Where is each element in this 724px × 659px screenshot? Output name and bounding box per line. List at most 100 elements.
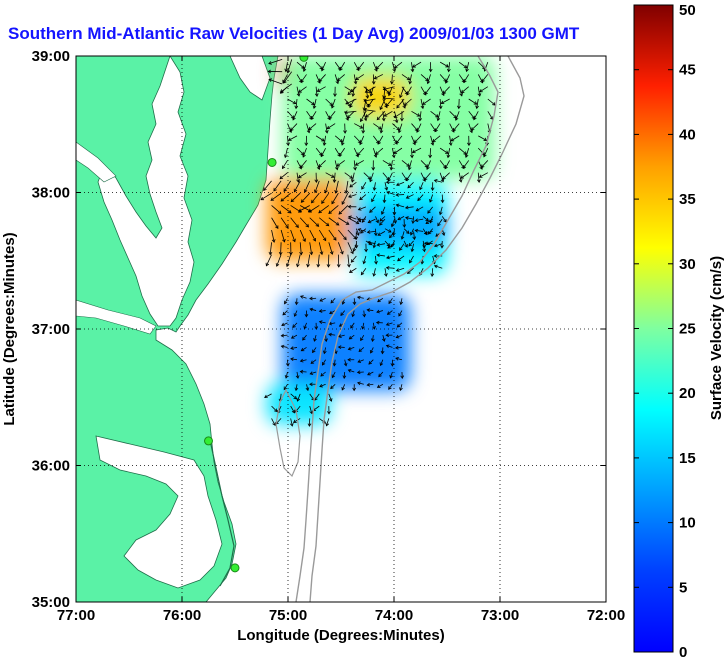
velocity-arrowhead: [368, 89, 372, 94]
velocity-arrowhead: [322, 362, 326, 366]
velocity-arrow: [468, 98, 477, 105]
velocity-arrowhead: [319, 383, 323, 388]
velocity-arrow: [325, 335, 327, 342]
velocity-arrow: [404, 98, 412, 106]
velocity-arrow: [447, 148, 451, 158]
velocity-arrowhead: [372, 187, 377, 191]
velocity-arrow: [367, 309, 374, 311]
velocity-arrow: [365, 86, 376, 93]
velocity-arrowhead: [366, 382, 371, 387]
velocity-arrowhead: [413, 139, 418, 144]
velocity-arrow: [369, 172, 374, 182]
velocity-arrowhead: [301, 65, 305, 69]
velocity-arrowhead: [318, 163, 322, 168]
velocity-arrowhead: [383, 113, 388, 117]
velocity-arrowhead: [477, 93, 482, 97]
colorbar-tick-label: 25: [679, 321, 696, 338]
velocity-arrow: [339, 61, 346, 71]
velocity-arrow: [308, 123, 317, 130]
velocity-arrowhead: [358, 348, 363, 353]
velocity-arrow: [331, 371, 336, 378]
velocity-arrow: [328, 242, 333, 255]
velocity-arrow: [373, 123, 382, 130]
velocity-arrowhead: [339, 138, 344, 143]
velocity-arrow: [318, 229, 327, 241]
velocity-arrow: [306, 123, 310, 133]
velocity-arrowhead: [433, 179, 438, 183]
velocity-arrow: [309, 393, 315, 401]
velocity-arrowhead: [418, 117, 423, 122]
velocity-arrow: [405, 172, 412, 181]
velocity-arrow: [280, 86, 288, 94]
velocity-arrow: [396, 181, 405, 186]
velocity-arrowhead: [343, 130, 347, 134]
velocity-arrow: [344, 172, 353, 179]
velocity-arrowhead: [322, 237, 327, 242]
velocity-arrow: [365, 110, 374, 118]
velocity-arrowhead: [277, 210, 282, 215]
velocity-arrowhead: [395, 140, 400, 145]
velocity-arrow: [372, 148, 377, 158]
velocity-arrow: [415, 229, 424, 232]
velocity-arrowhead: [295, 224, 299, 229]
velocity-arrowhead: [305, 387, 310, 392]
velocity-arrowhead: [302, 336, 306, 341]
velocity-arrow: [319, 310, 326, 312]
velocity-arrow: [419, 111, 422, 121]
velocity-arrowhead: [388, 300, 392, 305]
velocity-arrow: [363, 310, 365, 317]
velocity-arrow: [280, 242, 282, 255]
velocity-arrow: [375, 228, 377, 236]
velocity-arrow: [441, 216, 447, 223]
velocity-arrow: [373, 268, 376, 277]
velocity-arrow: [388, 86, 393, 96]
velocity-arrow: [411, 243, 415, 252]
velocity-arrowhead: [299, 358, 304, 363]
velocity-arrowhead: [333, 237, 337, 241]
velocity-arrow: [398, 310, 403, 317]
velocity-arrowhead: [381, 117, 386, 122]
velocity-arrow: [310, 359, 317, 364]
velocity-arrowhead: [350, 259, 355, 263]
velocity-arrowhead: [273, 187, 277, 192]
velocity-arrowhead: [325, 422, 330, 427]
velocity-arrowhead: [371, 81, 376, 85]
velocity-arrow: [295, 98, 298, 109]
velocity-arrow: [357, 359, 364, 363]
velocity-arrow: [326, 123, 336, 130]
velocity-arrow: [377, 243, 386, 246]
velocity-arrowhead: [377, 141, 381, 145]
velocity-arrowhead: [379, 362, 384, 367]
velocity-arrow: [300, 74, 307, 83]
velocity-arrow: [281, 334, 288, 337]
velocity-arrowhead: [312, 105, 317, 110]
velocity-arrow: [384, 268, 387, 277]
velocity-arrow: [360, 334, 365, 341]
velocity-arrowhead: [378, 373, 382, 378]
velocity-arrow: [477, 61, 486, 70]
velocity-arrow: [290, 358, 298, 361]
velocity-arrow: [394, 216, 396, 224]
radar-site-marker: [230, 563, 240, 573]
velocity-arrow: [268, 59, 283, 64]
velocity-arrowhead: [403, 102, 408, 106]
velocity-arrow: [353, 135, 362, 144]
velocity-arrow: [372, 74, 375, 84]
velocity-arrowhead: [402, 104, 407, 109]
velocity-arrowhead: [290, 357, 294, 362]
velocity-arrowhead: [386, 190, 391, 195]
velocity-arrowhead: [305, 223, 310, 228]
colorbar-tick-label: 30: [679, 256, 696, 273]
velocity-arrow: [367, 383, 374, 386]
velocity-arrow: [283, 180, 291, 192]
velocity-arrowhead: [351, 93, 356, 97]
velocity-arrow: [434, 243, 443, 247]
velocity-arrow: [477, 86, 481, 97]
velocity-arrow: [412, 216, 415, 224]
velocity-arrow: [282, 160, 288, 169]
velocity-arrowhead: [354, 236, 359, 241]
velocity-arrowhead: [271, 239, 276, 243]
velocity-arrowhead: [264, 394, 268, 399]
velocity-arrowhead: [345, 117, 350, 121]
